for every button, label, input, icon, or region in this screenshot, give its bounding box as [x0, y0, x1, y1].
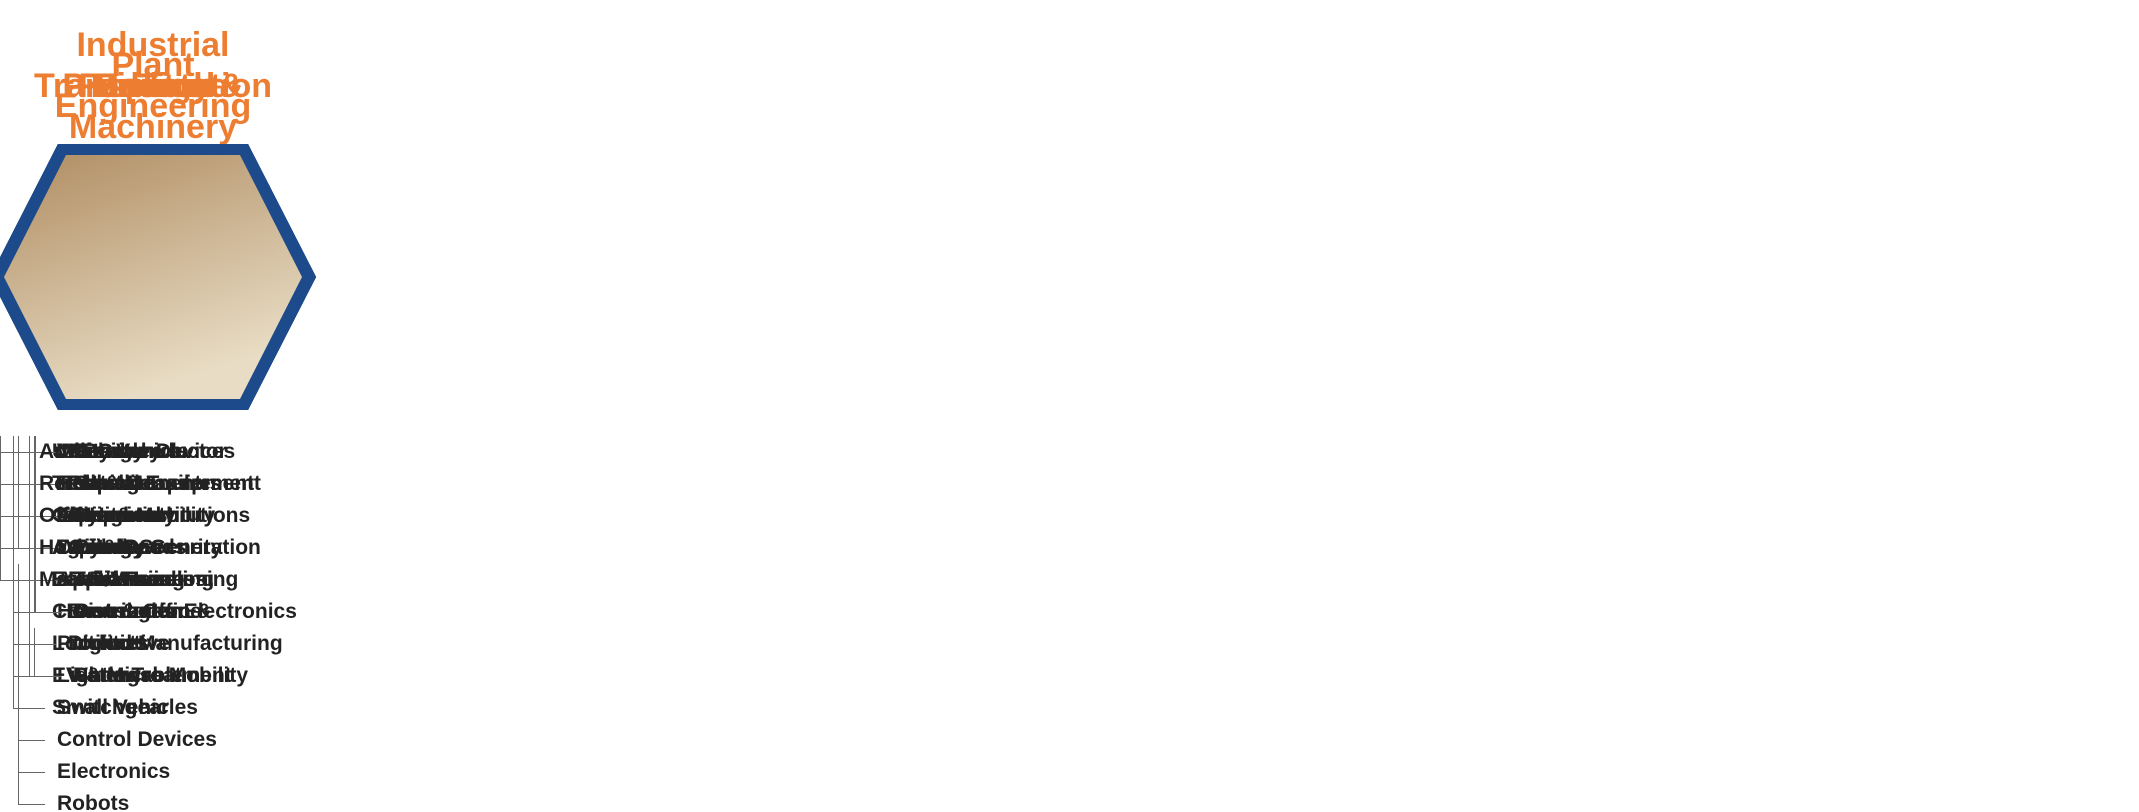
title-line: Furniture [78, 66, 227, 107]
list-item: Renewable [35, 660, 273, 692]
list-item: Hospitality [1, 532, 263, 564]
list-item: Architecture [1, 436, 263, 468]
list-item: Consumer Electronics [36, 596, 306, 628]
list-item: Electronics [19, 756, 269, 788]
list-item: Switchgear [19, 692, 269, 724]
list-item: Robots [19, 788, 269, 812]
list-item: Control Devices [19, 724, 269, 756]
list-item: Retail [1, 468, 263, 500]
sector-image [0, 142, 318, 412]
industries-infographic: Transportation Utility VehicleTrucks & T… [0, 0, 2139, 812]
list-item: Offices & Institutions [1, 500, 263, 532]
list-item: Material Handling [1, 564, 263, 596]
